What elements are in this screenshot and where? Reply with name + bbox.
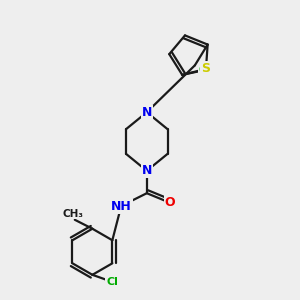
Text: NH: NH	[111, 200, 132, 212]
Text: Cl: Cl	[106, 277, 118, 287]
Text: Cl: Cl	[199, 65, 211, 75]
Text: N: N	[142, 106, 152, 119]
Text: N: N	[142, 164, 152, 177]
Text: CH₃: CH₃	[63, 209, 84, 219]
Text: S: S	[201, 62, 210, 76]
Text: O: O	[165, 196, 175, 209]
